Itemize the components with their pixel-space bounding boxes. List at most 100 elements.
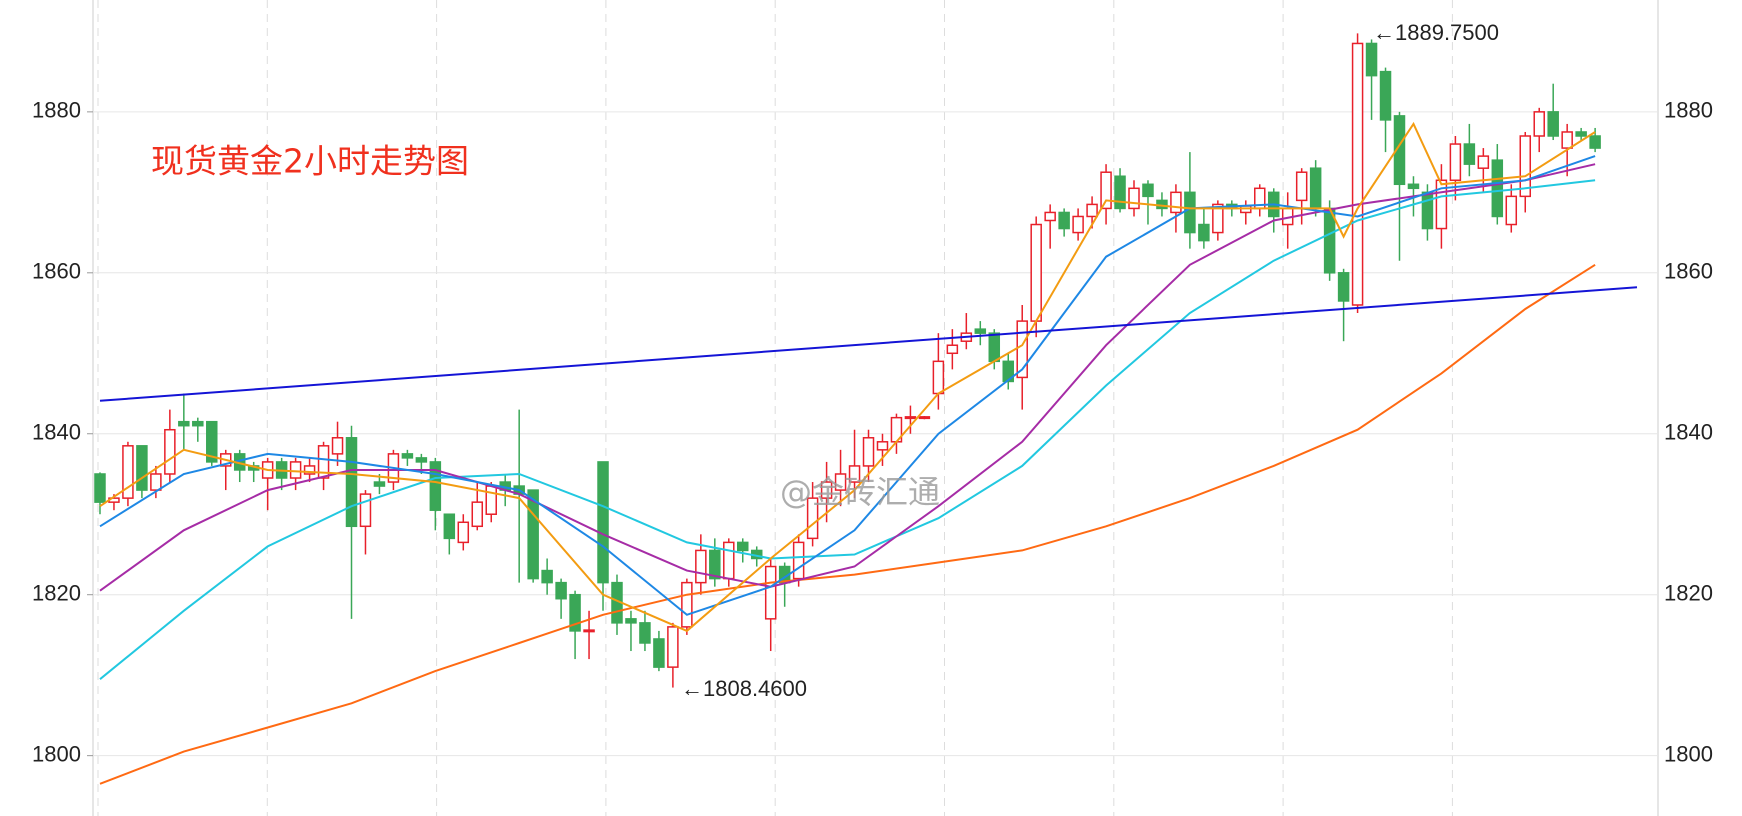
y-tick-label: 1820 [32, 581, 81, 606]
candle-body [1030, 223, 1042, 322]
annotation: ←1808.4600 [681, 676, 807, 701]
candle-body [1170, 191, 1182, 214]
candle-body [1477, 155, 1490, 169]
candle-body [723, 541, 735, 580]
line-series [99, 155, 1596, 616]
candle-body [834, 473, 847, 491]
candle-body [359, 493, 372, 528]
candle-body [1519, 135, 1532, 198]
y2-tick-label: 1860 [1664, 259, 1713, 284]
candle-body [1309, 167, 1322, 210]
candle-body [1435, 179, 1448, 230]
candle-body [1589, 135, 1601, 149]
line-series [99, 179, 1596, 680]
candle-body [1407, 183, 1420, 190]
candle-body [457, 521, 470, 544]
candle-body [1575, 131, 1587, 137]
candle-body [1393, 115, 1406, 186]
candle-body [597, 461, 609, 584]
line-series [99, 163, 1596, 592]
line-series [99, 121, 1596, 633]
candle-body [974, 328, 987, 334]
y2-tick-label: 1840 [1664, 420, 1713, 445]
candle-body [303, 465, 316, 475]
candle-body [1184, 191, 1196, 234]
line-series [99, 263, 1596, 785]
candle-body [1421, 191, 1434, 230]
candle-body [862, 437, 875, 467]
y2-tick-label: 1800 [1664, 741, 1713, 766]
candle-body [625, 618, 637, 624]
candle-body [164, 428, 176, 475]
candle-body [1072, 215, 1084, 234]
candle-body [289, 461, 302, 479]
candle-body [806, 497, 819, 540]
candle-body [1547, 111, 1559, 137]
candle-body [331, 437, 344, 455]
annotation: ←1889.7500 [1373, 20, 1499, 45]
candle-body [136, 445, 148, 491]
y-tick-label: 1880 [32, 98, 81, 123]
y-tick-label: 1800 [32, 741, 81, 766]
candle-body [1337, 272, 1350, 302]
y2-tick-label: 1880 [1664, 98, 1713, 123]
chart-title: 现货黄金2小时走势图 [151, 142, 469, 181]
candle-body [876, 441, 889, 451]
candle-body [709, 549, 721, 580]
candle-body [988, 332, 1001, 363]
candle-body [443, 513, 456, 540]
candle-body [317, 445, 330, 479]
candle-body [1100, 171, 1112, 210]
candle-body [471, 501, 484, 528]
candle-body [401, 453, 414, 459]
candle-body [122, 445, 134, 499]
candle-body [415, 457, 428, 463]
candle-body [1114, 175, 1126, 210]
candle-body [667, 626, 679, 668]
candle-body [653, 638, 665, 668]
candle-body [541, 569, 553, 584]
candle-body [178, 420, 190, 427]
candle-body [1365, 42, 1378, 77]
candle-body [192, 420, 204, 427]
candle-body [681, 581, 693, 628]
candle-body [1058, 211, 1070, 230]
candle-body [639, 622, 651, 644]
candle-body [848, 465, 861, 483]
candle-body [1463, 143, 1476, 165]
candle-body [946, 344, 959, 355]
watermark: @金砖汇通 [780, 473, 940, 511]
candle-body [1533, 111, 1545, 137]
candle-body [764, 565, 777, 620]
candle-body [1016, 320, 1028, 379]
candle-body [1449, 143, 1462, 182]
candle-body [1491, 159, 1504, 218]
candle-body [94, 473, 106, 503]
candle-body [1086, 203, 1098, 218]
candle-body [792, 541, 805, 580]
candle-body [1323, 207, 1336, 274]
candle-body [485, 485, 497, 515]
candle-body [345, 437, 358, 528]
candle-body [932, 360, 945, 395]
candle-body [695, 549, 707, 584]
candle-body [1128, 187, 1140, 210]
candle-body [1044, 211, 1056, 222]
candle-body [820, 481, 833, 499]
candle-body [373, 481, 386, 487]
y2-tick-label: 1820 [1664, 581, 1713, 606]
line-series [99, 286, 1638, 402]
candle-body [206, 420, 218, 463]
candle-body [150, 473, 162, 491]
candle-body [1002, 360, 1014, 383]
candle-body [1351, 42, 1364, 306]
candle-body [737, 541, 749, 552]
candle-body [1295, 171, 1308, 202]
candle-body [1505, 195, 1518, 226]
candle-body [918, 416, 931, 420]
candle-body [904, 416, 917, 420]
candle-body [1142, 183, 1154, 198]
candle-body [569, 593, 581, 632]
y-tick-label: 1860 [32, 259, 81, 284]
